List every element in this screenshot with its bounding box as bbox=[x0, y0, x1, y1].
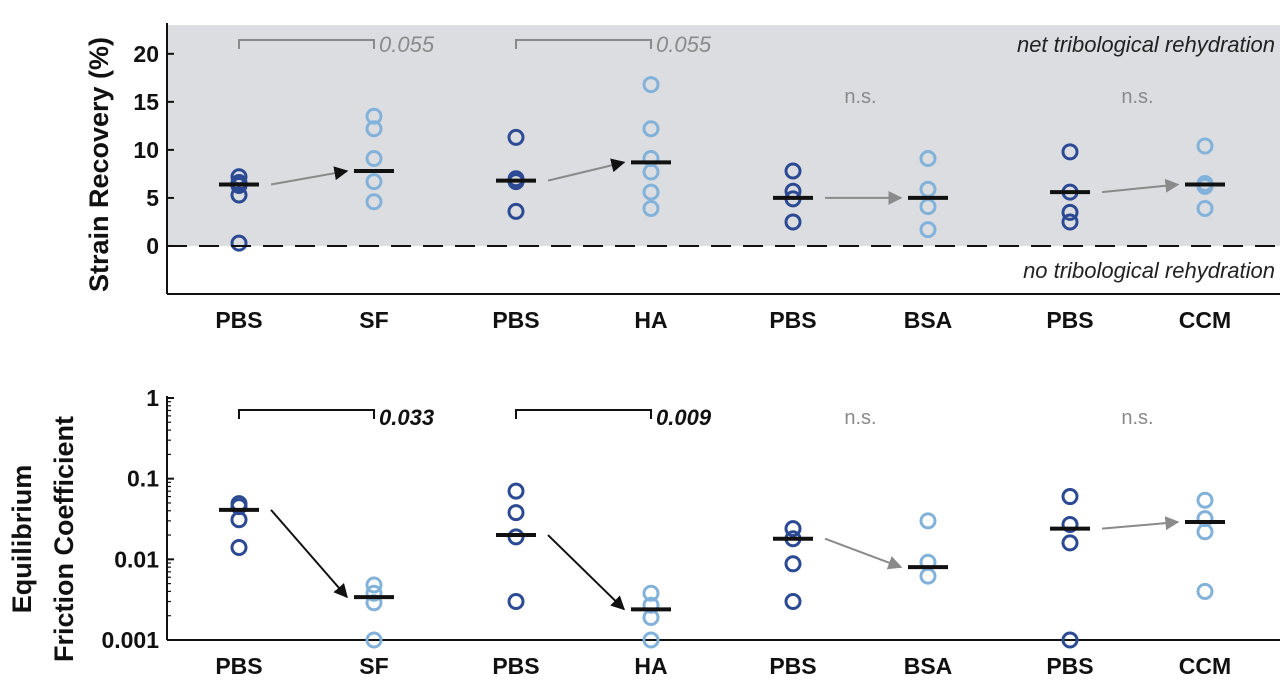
y-tick-label: 20 bbox=[133, 41, 159, 67]
y-axis-title-line-2: Friction Coefficient bbox=[49, 416, 79, 662]
trend-arrow bbox=[270, 509, 348, 599]
data-point bbox=[1061, 213, 1079, 231]
trend-arrow bbox=[1101, 178, 1180, 194]
p-value-label: 0.055 bbox=[656, 32, 712, 57]
p-value-label: 0.033 bbox=[379, 405, 434, 430]
data-point bbox=[1061, 143, 1079, 161]
p-value-label: 0.055 bbox=[379, 32, 435, 57]
data-point bbox=[1196, 491, 1214, 509]
comparison-bracket bbox=[515, 409, 652, 419]
data-point bbox=[919, 221, 937, 239]
x-tick-label: PBS bbox=[215, 307, 262, 333]
x-tick-label: HA bbox=[634, 307, 667, 333]
data-point bbox=[365, 584, 383, 602]
not-significant-label: n.s. bbox=[1121, 86, 1153, 108]
data-point bbox=[230, 186, 248, 204]
p-value-label: 0.009 bbox=[656, 405, 712, 430]
data-point bbox=[784, 593, 802, 611]
data-point bbox=[230, 511, 248, 529]
data-point bbox=[784, 555, 802, 573]
not-significant-label: n.s. bbox=[844, 407, 876, 429]
net-rehydration-label: net tribological rehydration bbox=[1017, 32, 1275, 57]
trend-arrow bbox=[270, 166, 349, 186]
trend-arrow bbox=[1101, 516, 1180, 531]
data-point bbox=[230, 539, 248, 557]
data-point bbox=[365, 150, 383, 168]
data-point bbox=[1061, 488, 1079, 506]
y-tick-label: 0.001 bbox=[101, 627, 159, 653]
data-point bbox=[1196, 199, 1214, 217]
y-tick-label: 15 bbox=[133, 89, 159, 115]
data-point bbox=[365, 173, 383, 191]
y-tick-label: 0 bbox=[146, 233, 159, 259]
data-point bbox=[784, 520, 802, 538]
data-point bbox=[507, 128, 525, 146]
comparison-bracket bbox=[238, 39, 375, 49]
x-tick-label: HA bbox=[634, 653, 667, 679]
data-point bbox=[365, 576, 383, 594]
data-point bbox=[642, 584, 660, 602]
trend-arrow bbox=[824, 537, 903, 570]
data-point bbox=[919, 150, 937, 168]
x-tick-label: SF bbox=[359, 653, 388, 679]
data-point bbox=[784, 162, 802, 180]
x-tick-label: SF bbox=[359, 307, 388, 333]
data-point bbox=[365, 120, 383, 138]
data-point bbox=[1196, 582, 1214, 600]
net-rehydration-shaded-region bbox=[167, 25, 1280, 246]
data-point bbox=[1196, 523, 1214, 541]
data-point bbox=[507, 482, 525, 500]
data-point bbox=[507, 202, 525, 220]
y-axis-title-line-1: Equilibrium bbox=[7, 465, 37, 614]
data-point bbox=[919, 512, 937, 530]
no-rehydration-label: no tribological rehydration bbox=[1023, 258, 1275, 283]
x-tick-label: PBS bbox=[769, 653, 816, 679]
x-tick-label: PBS bbox=[492, 307, 539, 333]
strain-recovery-panel: net tribological rehydration no tribolog… bbox=[84, 23, 1280, 333]
data-point bbox=[642, 199, 660, 217]
comparison-bracket bbox=[515, 39, 652, 49]
not-significant-label: n.s. bbox=[1121, 407, 1153, 429]
y-tick-label: 5 bbox=[146, 185, 159, 211]
data-point bbox=[919, 567, 937, 585]
x-tick-label: BSA bbox=[904, 653, 953, 679]
data-point bbox=[1061, 516, 1079, 534]
data-point bbox=[642, 120, 660, 138]
x-tick-label: PBS bbox=[492, 653, 539, 679]
data-point bbox=[1061, 631, 1079, 649]
data-point bbox=[642, 163, 660, 181]
friction-coefficient-panel: Equilibrium Friction Coefficient 0.001 0.… bbox=[7, 385, 1280, 679]
data-point bbox=[642, 596, 660, 614]
data-point bbox=[507, 593, 525, 611]
x-tick-label: BSA bbox=[904, 307, 953, 333]
data-point bbox=[1061, 534, 1079, 552]
data-point bbox=[784, 213, 802, 231]
y-tick-label: 0.01 bbox=[114, 546, 159, 572]
data-point bbox=[507, 504, 525, 522]
data-point bbox=[365, 107, 383, 125]
comparison-bracket bbox=[238, 409, 375, 419]
y-tick-label: 1 bbox=[146, 385, 159, 411]
not-significant-label: n.s. bbox=[844, 86, 876, 108]
data-point bbox=[230, 234, 248, 252]
x-tick-label: PBS bbox=[769, 307, 816, 333]
trend-arrow bbox=[547, 158, 626, 182]
data-point bbox=[1061, 203, 1079, 221]
x-tick-label: CCM bbox=[1179, 307, 1231, 333]
data-point bbox=[642, 183, 660, 201]
data-point bbox=[1196, 137, 1214, 155]
data-point bbox=[365, 193, 383, 211]
y-axis-title: Strain Recovery (%) bbox=[84, 37, 114, 292]
x-tick-label: CCM bbox=[1179, 653, 1231, 679]
data-point bbox=[642, 631, 660, 649]
x-tick-label: PBS bbox=[215, 653, 262, 679]
y-tick-label: 10 bbox=[133, 137, 159, 163]
x-tick-label: PBS bbox=[1046, 307, 1093, 333]
y-tick-label: 0.1 bbox=[127, 466, 159, 492]
trend-arrow bbox=[547, 534, 626, 611]
x-tick-label: PBS bbox=[1046, 653, 1093, 679]
data-point bbox=[365, 631, 383, 649]
data-point bbox=[642, 76, 660, 94]
